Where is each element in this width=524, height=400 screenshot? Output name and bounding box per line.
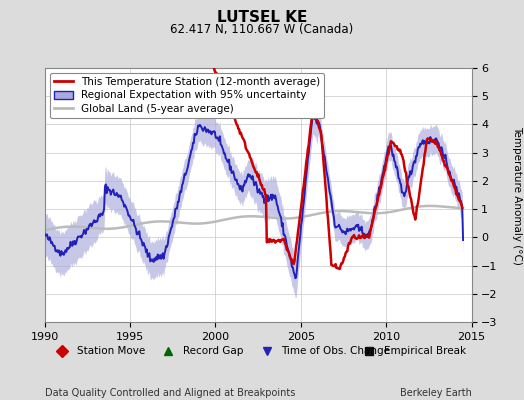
Legend: This Temperature Station (12-month average), Regional Expectation with 95% uncer: This Temperature Station (12-month avera…: [50, 73, 324, 118]
Text: LUTSEL KE: LUTSEL KE: [217, 10, 307, 26]
Text: Berkeley Earth: Berkeley Earth: [400, 388, 472, 398]
Text: Empirical Break: Empirical Break: [384, 346, 466, 356]
Text: Station Move: Station Move: [77, 346, 145, 356]
Y-axis label: Temperature Anomaly (°C): Temperature Anomaly (°C): [512, 126, 522, 264]
Text: Time of Obs. Change: Time of Obs. Change: [281, 346, 390, 356]
Text: 62.417 N, 110.667 W (Canada): 62.417 N, 110.667 W (Canada): [170, 24, 354, 36]
Text: Record Gap: Record Gap: [183, 346, 244, 356]
Text: Data Quality Controlled and Aligned at Breakpoints: Data Quality Controlled and Aligned at B…: [45, 388, 295, 398]
